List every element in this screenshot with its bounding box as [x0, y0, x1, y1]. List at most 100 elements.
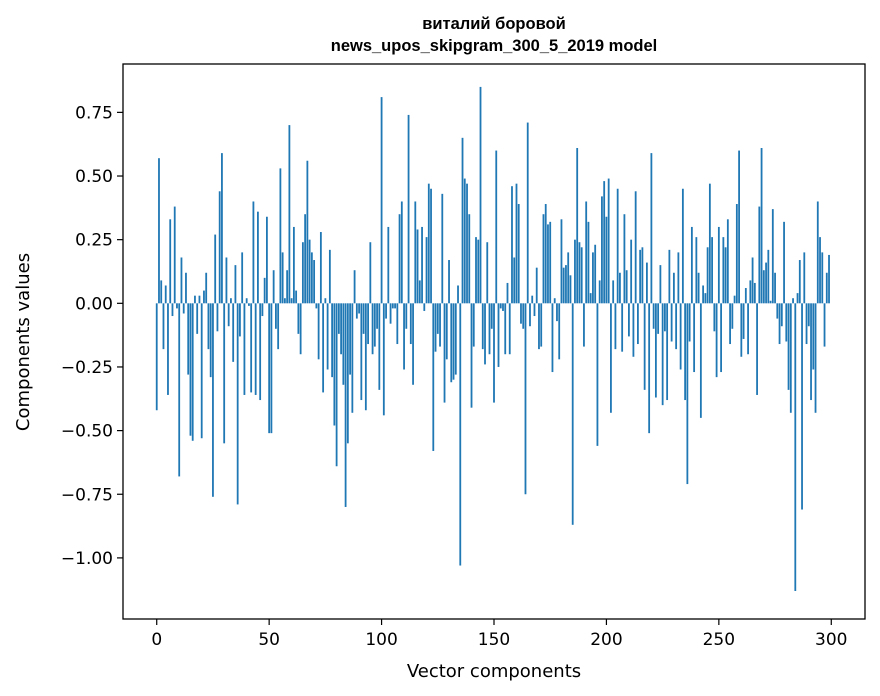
bar — [180, 257, 183, 304]
bar — [158, 158, 160, 304]
bar — [317, 303, 320, 360]
bar — [351, 303, 354, 413]
bar — [538, 303, 540, 350]
bar — [275, 303, 277, 329]
bar — [425, 237, 428, 304]
bar — [232, 303, 235, 362]
bar — [486, 242, 489, 304]
bar — [448, 260, 450, 304]
bar — [355, 303, 358, 319]
bar — [470, 303, 473, 408]
bar — [322, 303, 325, 393]
bar — [592, 252, 594, 304]
x-tick-label: 100 — [365, 630, 397, 650]
bar — [236, 303, 239, 505]
bar — [198, 295, 201, 304]
y-tick-label: −0.50 — [61, 422, 113, 442]
bar — [376, 303, 378, 329]
bar — [553, 298, 556, 304]
bar — [205, 272, 208, 304]
bar — [200, 303, 203, 439]
bar — [472, 303, 475, 347]
bar — [189, 303, 192, 436]
bar — [688, 303, 691, 342]
bar — [364, 303, 367, 411]
bar — [326, 303, 329, 370]
bar — [607, 178, 610, 304]
bar — [641, 247, 644, 304]
bar — [306, 160, 309, 304]
bar — [335, 303, 338, 467]
bar — [666, 303, 669, 401]
bar — [216, 303, 219, 332]
chart-subtitle: news_upos_skipgram_300_5_2019 model — [331, 37, 658, 55]
bar — [529, 303, 531, 327]
bar — [261, 303, 264, 317]
bar — [661, 303, 664, 406]
bar — [792, 298, 794, 304]
bar — [771, 209, 774, 304]
bar — [623, 214, 626, 304]
bar — [304, 214, 307, 304]
bar — [176, 303, 178, 309]
bar — [589, 293, 592, 304]
bar — [283, 298, 286, 304]
bar — [715, 303, 718, 378]
y-axis-label: Components values — [13, 253, 34, 431]
bar — [434, 303, 437, 352]
x-tick-label: 200 — [590, 630, 622, 650]
bar — [681, 188, 684, 304]
bar — [313, 260, 316, 304]
bar — [324, 298, 327, 304]
bar — [504, 303, 507, 355]
bar — [277, 303, 280, 350]
bar — [155, 303, 158, 411]
x-axis-ticks: 0 50 100 150 200 250 300 — [151, 619, 847, 650]
bar — [823, 303, 826, 347]
bar — [173, 206, 176, 304]
bar — [798, 260, 801, 304]
bar — [794, 303, 797, 591]
bar — [648, 303, 651, 434]
bar — [560, 219, 563, 304]
bar — [729, 303, 731, 345]
bar — [405, 303, 408, 329]
bar — [616, 188, 619, 304]
bar — [463, 178, 466, 304]
bar — [693, 303, 696, 373]
bar — [194, 295, 196, 304]
bar — [783, 221, 785, 304]
bar — [196, 303, 199, 334]
bar — [441, 193, 444, 304]
plot-frame — [122, 63, 866, 620]
bar — [257, 211, 259, 304]
bar — [558, 303, 561, 360]
bar — [654, 303, 657, 398]
bar — [286, 270, 289, 304]
bar — [454, 303, 457, 375]
bar — [576, 148, 579, 304]
y-tick-label: 0.50 — [75, 167, 113, 187]
bar — [803, 252, 806, 304]
bar — [574, 239, 576, 304]
bar — [203, 290, 205, 304]
bar — [632, 303, 635, 357]
x-tick-label: 250 — [703, 630, 735, 650]
bar — [758, 206, 761, 304]
bar — [672, 272, 675, 304]
bar — [430, 188, 432, 304]
bar — [331, 303, 334, 378]
bar — [801, 303, 803, 510]
bar — [646, 262, 648, 304]
bar — [740, 303, 743, 357]
bar — [724, 247, 727, 304]
bar — [819, 237, 821, 304]
bar — [517, 204, 520, 304]
bar — [479, 86, 482, 304]
bar — [675, 303, 678, 350]
bar — [535, 267, 538, 304]
bar — [742, 303, 745, 339]
bar — [767, 249, 770, 304]
bar — [816, 201, 819, 304]
bar — [506, 282, 509, 304]
